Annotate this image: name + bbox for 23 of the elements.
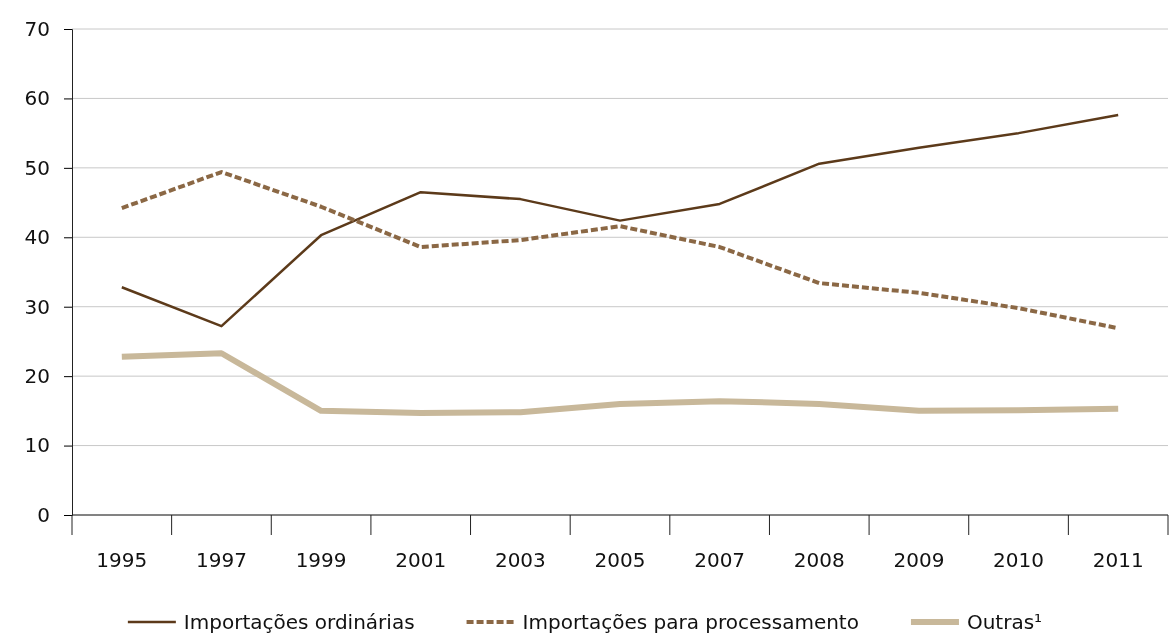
line-series — [120, 113, 1120, 328]
y-tick-label: 50 — [24, 155, 50, 180]
y-tick-label: 70 — [24, 16, 50, 41]
x-tick-label: 2009 — [893, 548, 945, 573]
x-tick-label: 1997 — [196, 548, 247, 573]
y-tick-label: 60 — [24, 86, 50, 111]
x-tick-label: 1999 — [295, 548, 347, 573]
y-tick-label: 40 — [24, 225, 50, 250]
y-tick-label: 0 — [37, 502, 50, 527]
x-tick-label: 2007 — [694, 548, 746, 573]
legend-label: Outras¹ — [966, 610, 1043, 634]
x-tick-label: 2011 — [1092, 548, 1144, 573]
x-tick-label: 2008 — [793, 548, 845, 573]
y-tick-label: 30 — [24, 294, 50, 319]
x-tick-label: 1995 — [96, 548, 148, 573]
x-tick-label: 2010 — [993, 548, 1044, 573]
x-tick-label: 2003 — [494, 548, 546, 573]
legend-label: Importações para processamento — [522, 610, 859, 634]
x-tick-label: 2001 — [395, 548, 447, 573]
y-tick-label: 10 — [24, 433, 50, 458]
y-tick-label: 20 — [24, 364, 50, 389]
x-tick-label: 2005 — [594, 548, 646, 573]
legend-label: Importações ordinárias — [183, 610, 415, 634]
